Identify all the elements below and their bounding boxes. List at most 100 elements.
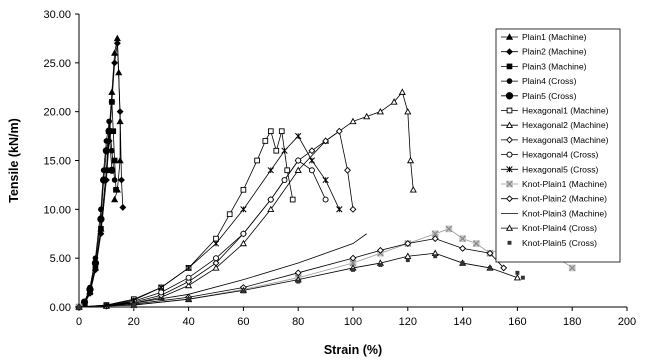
legend-item: Hexagonal2 (Machine) bbox=[501, 120, 609, 130]
x-tick-label: 140 bbox=[453, 316, 471, 328]
marker-x bbox=[431, 230, 439, 237]
legend-item: Knot-Plain3 (Machine) bbox=[501, 208, 607, 218]
data-point bbox=[506, 48, 513, 56]
data-point bbox=[213, 235, 219, 242]
y-tick-label: 5.00 bbox=[50, 253, 71, 265]
y-tick-label: 25.00 bbox=[43, 58, 71, 70]
legend-item: Plain4 (Cross) bbox=[501, 76, 577, 86]
legend-item: Hexagonal5 (Cross) bbox=[501, 164, 599, 174]
legend-label: Plain3 (Machine) bbox=[522, 61, 587, 71]
data-point bbox=[185, 274, 192, 281]
data-point bbox=[113, 186, 119, 193]
data-point bbox=[116, 108, 124, 116]
data-point bbox=[506, 166, 513, 173]
data-point bbox=[349, 259, 357, 267]
data-point bbox=[295, 132, 302, 140]
marker-x bbox=[445, 225, 453, 233]
data-point bbox=[349, 117, 357, 125]
data-point bbox=[289, 196, 296, 203]
data-point bbox=[77, 305, 81, 309]
legend-label: Plain2 (Machine) bbox=[522, 47, 587, 57]
data-point bbox=[506, 107, 513, 114]
series-hexagonal2-machine bbox=[75, 88, 417, 310]
data-point bbox=[105, 127, 113, 135]
x-tick-label: 100 bbox=[344, 316, 362, 328]
series-hexagonal3-machine bbox=[75, 127, 357, 311]
data-point bbox=[267, 167, 274, 174]
data-point bbox=[98, 206, 104, 213]
legend: Plain1 (Machine) Plain2 (Machine) Plain3 (… bbox=[495, 28, 621, 263]
series-knot-plain3-machine bbox=[78, 233, 367, 308]
data-point bbox=[91, 259, 100, 267]
legend-label: Knot-Plain1 (Machine) bbox=[522, 179, 607, 189]
series-plain5-cross bbox=[75, 127, 116, 311]
data-point bbox=[86, 285, 94, 294]
data-point bbox=[80, 298, 89, 306]
data-point bbox=[520, 275, 525, 280]
data-point bbox=[460, 261, 465, 266]
data-point bbox=[488, 265, 492, 270]
data-point bbox=[108, 88, 116, 95]
data-point bbox=[226, 211, 233, 218]
legend-item: Plain5 (Cross) bbox=[501, 91, 577, 101]
data-point bbox=[433, 254, 438, 259]
marker-x bbox=[568, 264, 576, 272]
data-point bbox=[102, 147, 111, 155]
y-tick-label: 20.00 bbox=[43, 107, 71, 119]
data-point bbox=[344, 166, 351, 174]
data-point bbox=[376, 107, 384, 115]
data-point bbox=[284, 167, 291, 174]
x-tick-label: 180 bbox=[563, 316, 581, 328]
data-point bbox=[116, 156, 124, 164]
legend-label: Knot-Plain5 (Cross) bbox=[522, 238, 597, 248]
data-point bbox=[390, 98, 398, 105]
series-line bbox=[78, 233, 367, 308]
data-point bbox=[506, 63, 513, 70]
data-point bbox=[212, 240, 220, 247]
x-tick-label: 200 bbox=[618, 316, 636, 328]
legend-label: Hexagonal3 (Machine) bbox=[522, 135, 609, 145]
data-point bbox=[158, 289, 165, 296]
data-point bbox=[119, 203, 127, 211]
data-point bbox=[505, 92, 514, 100]
data-point bbox=[431, 235, 439, 243]
data-point bbox=[349, 254, 357, 262]
legend-label: Knot-Plain4 (Cross) bbox=[522, 223, 597, 233]
y-axis-title: Tensile (kN/m) bbox=[7, 118, 21, 203]
series-line bbox=[78, 252, 518, 308]
data-point bbox=[281, 177, 288, 184]
marker-x bbox=[473, 240, 480, 247]
x-tick-label: 80 bbox=[292, 316, 304, 328]
legend-item: Plain3 (Machine) bbox=[501, 61, 587, 71]
data-point bbox=[213, 255, 219, 262]
data-point bbox=[267, 196, 274, 203]
legend-item: Hexagonal1 (Machine) bbox=[501, 106, 609, 116]
data-point bbox=[349, 205, 357, 213]
data-point bbox=[506, 78, 513, 84]
data-point bbox=[515, 270, 520, 275]
data-point bbox=[267, 205, 275, 213]
marker-x bbox=[349, 259, 357, 267]
data-point bbox=[212, 264, 220, 271]
data-point bbox=[322, 196, 329, 203]
data-point bbox=[506, 151, 513, 158]
data-point bbox=[363, 112, 371, 120]
data-point bbox=[111, 157, 118, 164]
series-plain1-machine bbox=[75, 34, 124, 310]
y-tick-label: 30.00 bbox=[43, 9, 71, 21]
data-point bbox=[267, 128, 274, 135]
y-tick-label: 0.00 bbox=[50, 302, 71, 314]
legend-item: Hexagonal3 (Machine) bbox=[501, 135, 609, 145]
series-knot-plain5-cross bbox=[77, 254, 525, 309]
data-point bbox=[241, 289, 246, 294]
data-point bbox=[111, 177, 118, 183]
data-point bbox=[294, 166, 302, 173]
data-point bbox=[281, 147, 288, 154]
x-tick-label: 40 bbox=[182, 316, 194, 328]
data-point bbox=[568, 264, 576, 272]
data-point bbox=[131, 303, 136, 308]
data-point bbox=[185, 281, 193, 289]
data-point bbox=[406, 156, 415, 164]
